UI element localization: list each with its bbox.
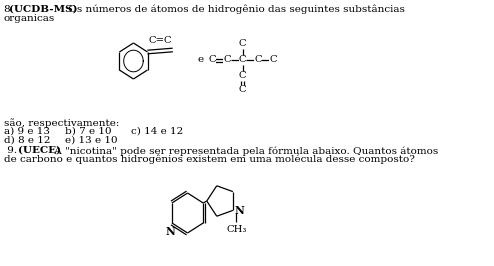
Text: C: C — [239, 85, 247, 94]
Text: e) 13 e 10: e) 13 e 10 — [65, 136, 118, 145]
Text: C: C — [239, 56, 247, 64]
Text: C: C — [254, 56, 262, 64]
Text: N: N — [235, 205, 245, 216]
Text: 8: 8 — [3, 5, 17, 14]
Text: e: e — [197, 56, 203, 64]
Text: CH₃: CH₃ — [226, 225, 247, 234]
Text: 9.: 9. — [3, 146, 20, 155]
Text: A "nicotina" pode ser representada pela fórmula abaixo. Quantos átomos: A "nicotina" pode ser representada pela … — [51, 146, 439, 156]
Text: C: C — [239, 72, 247, 81]
Text: Os números de átomos de hidrogênio das seguintes substâncias: Os números de átomos de hidrogênio das s… — [65, 5, 405, 15]
Text: C=C: C=C — [148, 36, 172, 45]
Text: (UCDB-MS): (UCDB-MS) — [9, 5, 78, 14]
Text: a) 9 e 13: a) 9 e 13 — [3, 127, 49, 136]
Text: d) 8 e 12: d) 8 e 12 — [3, 136, 50, 145]
Text: são, respectivamente:: são, respectivamente: — [3, 118, 119, 128]
Text: C: C — [223, 56, 231, 64]
Text: C: C — [269, 56, 277, 64]
Text: (UECE): (UECE) — [18, 146, 61, 155]
Text: b) 7 e 10: b) 7 e 10 — [65, 127, 112, 136]
Text: N: N — [165, 226, 175, 237]
Text: c) 14 e 12: c) 14 e 12 — [131, 127, 183, 136]
Text: de carbono e quantos hidrogênios existem em uma molécula desse composto?: de carbono e quantos hidrogênios existem… — [3, 155, 414, 164]
Text: C: C — [208, 56, 216, 64]
Text: organicas: organicas — [3, 14, 55, 23]
Text: C: C — [239, 39, 247, 48]
